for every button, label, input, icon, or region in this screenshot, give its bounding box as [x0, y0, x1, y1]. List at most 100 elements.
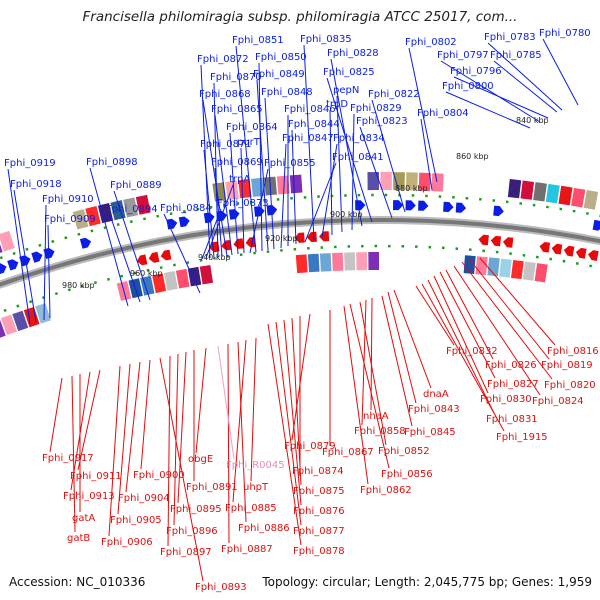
gene-label-reverse[interactable]: Fphi_0874 [292, 466, 344, 477]
gene-label-forward[interactable]: Fphi_0847 [282, 133, 334, 144]
gene-label-forward[interactable]: Fphi_0868 [199, 89, 251, 100]
gene-label-reverse[interactable]: Fphi_0852 [378, 446, 430, 457]
gene-label-reverse[interactable]: Fphi_0867 [322, 447, 374, 458]
gene-label-forward[interactable]: Fphi_0849 [253, 69, 305, 80]
gene-label-reverse[interactable]: Fphi_0878 [293, 546, 345, 557]
gene-label-forward[interactable]: Fphi_0851 [232, 35, 284, 46]
gene-label-forward[interactable]: Fphi_0823 [356, 116, 408, 127]
leader-line [542, 38, 579, 106]
gene-label-reverse[interactable]: Fphi_0905 [110, 515, 162, 526]
gene-label-reverse[interactable]: Fphi_0879 [284, 441, 336, 452]
gene-label-reverse[interactable]: Fphi_0877 [293, 526, 345, 537]
gene-label-reverse[interactable]: Fphi_0896 [166, 526, 218, 537]
gene-label-forward[interactable]: Fphi_0829 [350, 103, 402, 114]
gene-label-forward[interactable]: Fphi_0841 [332, 152, 384, 163]
gene-label-forward[interactable]: pepN [333, 85, 359, 96]
gene-label-reverse[interactable]: Fphi_0862 [360, 485, 412, 496]
gene-label-forward[interactable]: Fphi_0869 [211, 157, 263, 168]
gene-label-reverse[interactable]: Fphi_0900 [133, 470, 185, 481]
gene-label-reverse[interactable]: Fphi_0858 [354, 426, 406, 437]
gene-label-reverse[interactable]: Fphi_0816 [547, 346, 599, 357]
gene-label-reverse[interactable]: Fphi_0820 [544, 380, 596, 391]
gene-label-reverse[interactable]: gatB [67, 533, 90, 544]
gene-label-reverse[interactable]: Fphi_0913 [63, 491, 115, 502]
gene-label-forward[interactable]: Fphi_0785 [490, 50, 542, 61]
gene-label-reverse[interactable]: Fphi_0824 [532, 396, 584, 407]
gene-label-forward[interactable]: Fphi_0780 [539, 28, 591, 39]
leader-line [440, 60, 541, 123]
gene-label-reverse[interactable]: Fphi_0897 [160, 547, 212, 558]
gene-label-rna[interactable]: Fphi_R0045 [226, 460, 285, 471]
gene-label-forward[interactable]: Fphi_0783 [484, 32, 536, 43]
gene-label-forward[interactable]: Fphi_0919 [4, 158, 56, 169]
gene-label-reverse[interactable]: Fphi_0856 [381, 469, 433, 480]
gene-label-reverse[interactable]: Fphi_0875 [293, 486, 345, 497]
gene-label-forward[interactable]: Fphi_0846 [284, 104, 336, 115]
gene-label-reverse[interactable]: uhpT [243, 482, 269, 493]
outer-feature-block [533, 182, 547, 202]
leader-line [200, 64, 211, 259]
gene-label-forward[interactable]: Fphi_0884 [160, 203, 212, 214]
gene-label-forward[interactable]: Fphi_0850 [255, 52, 307, 63]
gene-label-forward[interactable]: Fphi_0844 [288, 119, 340, 130]
gene-label-reverse[interactable]: Fphi_0876 [293, 506, 345, 517]
gene-label-forward[interactable]: Fphi_0870 [210, 72, 262, 83]
gene-label-reverse[interactable]: Fphi_0826 [485, 360, 537, 371]
gene-label-reverse[interactable]: Fphi_0904 [118, 493, 170, 504]
gene-label-forward[interactable]: Fphi_0864 [226, 122, 278, 133]
gene-label-reverse[interactable]: Fphi_0830 [480, 394, 532, 405]
gene-label-reverse[interactable]: Fphi_0893 [195, 582, 247, 593]
forward-gene-arrow [203, 212, 215, 224]
gene-label-reverse[interactable]: Fphi_0895 [170, 504, 222, 515]
gene-label-reverse[interactable]: Fphi_0827 [487, 379, 539, 390]
gene-label-reverse[interactable]: Fphi_0845 [404, 427, 456, 438]
gene-label-reverse[interactable]: Fphi_0832 [446, 346, 498, 357]
gene-label-forward[interactable]: Fphi_0848 [261, 87, 313, 98]
gene-label-reverse[interactable]: Fphi_0831 [486, 414, 538, 425]
gene-label-forward[interactable]: Fphi_0804 [417, 108, 469, 119]
gene-label-forward[interactable]: Fphi_0898 [86, 157, 138, 168]
gene-label-forward[interactable]: Fphi_0894 [106, 204, 158, 215]
gene-label-reverse[interactable]: obgE [188, 454, 213, 465]
gene-label-forward[interactable]: Fphi_0910 [42, 194, 94, 205]
gene-label-forward[interactable]: Fphi_0835 [300, 34, 352, 45]
inner-feature-block [356, 252, 368, 271]
gene-label-forward[interactable]: trpD [326, 99, 348, 110]
gene-label-reverse[interactable]: Fphi_1915 [496, 432, 548, 443]
reverse-gene-arrow [551, 243, 563, 255]
gene-label-forward[interactable]: Fphi_0871 [200, 139, 252, 150]
gene-label-forward[interactable]: Fphi_0802 [405, 37, 457, 48]
forward-gene-arrow [405, 200, 416, 211]
gene-label-forward[interactable]: Fphi_0872 [197, 54, 249, 65]
gene-label-reverse[interactable]: Fphi_0887 [221, 544, 273, 555]
gene-label-reverse[interactable]: Fphi_0819 [541, 360, 593, 371]
gene-label-forward[interactable]: Fphi_0918 [10, 179, 62, 190]
gene-label-forward[interactable]: purT [237, 137, 261, 148]
gene-label-forward[interactable]: Fphi_0797 [437, 50, 489, 61]
gene-label-reverse[interactable]: Fphi_0906 [101, 537, 153, 548]
gene-label-reverse[interactable]: Fphi_0886 [238, 523, 290, 534]
gene-label-forward[interactable]: trpA [229, 174, 250, 185]
gene-label-reverse[interactable]: Fphi_0911 [70, 471, 122, 482]
gene-label-forward[interactable]: Fphi_0800 [442, 81, 494, 92]
gene-label-forward[interactable]: Fphi_0822 [368, 89, 420, 100]
gene-label-forward[interactable]: Fphi_0873 [217, 198, 269, 209]
gene-label-reverse[interactable]: dnaA [423, 389, 449, 400]
gene-label-forward[interactable]: Fphi_0865 [211, 104, 263, 115]
gene-label-forward[interactable]: Fphi_0834 [333, 133, 385, 144]
gene-label-reverse[interactable]: nhaA [363, 411, 389, 422]
gene-label-forward[interactable]: Fphi_0889 [110, 180, 162, 191]
leader-line [227, 343, 230, 544]
gene-label-reverse[interactable]: gatA [72, 513, 95, 524]
forward-gene-arrow [443, 201, 454, 212]
gene-label-reverse[interactable]: Fphi_0843 [408, 404, 460, 415]
gene-label-reverse[interactable]: Fphi_0891 [186, 482, 238, 493]
gene-label-reverse[interactable]: Fphi_0885 [225, 503, 277, 514]
gene-label-forward[interactable]: Fphi_0796 [450, 66, 502, 77]
gene-label-reverse[interactable]: Fphi_0917 [42, 453, 94, 464]
gene-label-forward[interactable]: Fphi_0825 [323, 67, 375, 78]
gene-label-forward[interactable]: Fphi_0909 [44, 214, 96, 225]
gene-label-forward[interactable]: Fphi_0828 [327, 48, 379, 59]
leader-line [217, 345, 235, 460]
gene-label-forward[interactable]: Fphi_0855 [264, 158, 316, 169]
